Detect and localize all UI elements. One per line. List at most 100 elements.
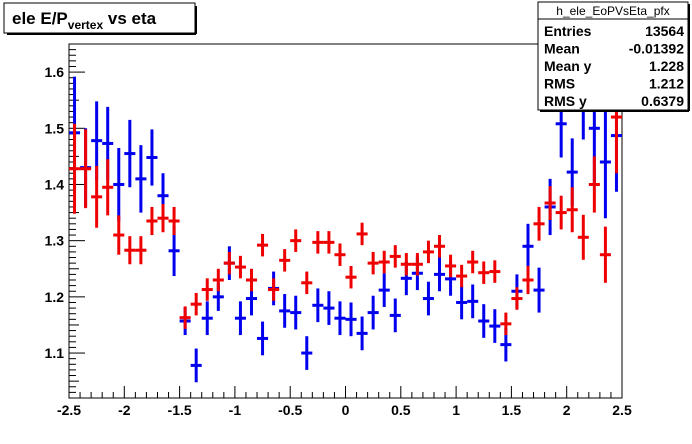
- data-point: [467, 284, 479, 319]
- x-tick-label: -0.5: [278, 402, 302, 418]
- data-point: [367, 251, 379, 275]
- data-point: [367, 295, 379, 330]
- data-point: [389, 245, 401, 268]
- data-point: [345, 302, 357, 337]
- data-point: [113, 147, 125, 221]
- x-tick-label: -2.5: [57, 402, 81, 418]
- data-point: [257, 233, 269, 257]
- stats-value: 1.228: [649, 58, 684, 74]
- data-point: [489, 309, 501, 343]
- data-point: [422, 281, 434, 316]
- y-tick-label: 1.1: [45, 345, 65, 361]
- chart-title: ele E/Pvertex vs eta: [12, 9, 157, 32]
- stats-value: 1.212: [649, 76, 684, 92]
- data-point: [555, 195, 567, 230]
- data-point: [69, 123, 81, 214]
- data-point: [533, 206, 545, 241]
- data-point: [356, 316, 368, 351]
- data-point: [544, 186, 556, 220]
- y-tick-label: 1.4: [45, 176, 65, 192]
- data-point: [80, 129, 92, 209]
- x-tick-label: 0: [342, 402, 350, 418]
- data-point: [345, 265, 357, 289]
- data-point: [533, 267, 545, 313]
- stats-value: 0.6379: [641, 93, 684, 109]
- data-point: [389, 298, 401, 333]
- data-point: [522, 265, 534, 295]
- data-point: [323, 291, 335, 325]
- data-point: [290, 229, 302, 252]
- data-point: [135, 236, 147, 265]
- stats-label: Mean: [544, 41, 580, 57]
- data-point: [588, 156, 600, 213]
- data-point: [168, 206, 180, 236]
- x-tick-label: 2.5: [612, 402, 632, 418]
- data-point: [422, 240, 434, 264]
- stats-value: 13564: [645, 23, 684, 39]
- data-point: [411, 253, 423, 276]
- data-point: [135, 145, 147, 213]
- data-point: [190, 292, 202, 316]
- data-point: [445, 254, 457, 278]
- data-point: [478, 261, 490, 284]
- data-point: [356, 222, 368, 246]
- stats-label: Mean y: [544, 58, 592, 74]
- data-point: [102, 159, 114, 216]
- data-point: [234, 301, 246, 336]
- data-point: [500, 312, 512, 336]
- x-tick-label: 0.5: [391, 402, 411, 418]
- data-point: [489, 260, 501, 283]
- data-point: [124, 119, 136, 188]
- data-point: [91, 165, 103, 228]
- x-tick-label: -1: [229, 402, 242, 418]
- stats-label: RMS: [544, 76, 575, 92]
- y-tick-label: 1.2: [45, 289, 65, 305]
- data-point: [301, 271, 313, 295]
- data-point: [301, 336, 313, 370]
- data-point: [478, 304, 490, 338]
- data-point: [268, 278, 280, 301]
- data-point: [157, 204, 169, 233]
- stats-label: RMS y: [544, 93, 587, 109]
- data-point: [378, 250, 390, 274]
- data-point: [290, 295, 302, 330]
- stats-label: Entries: [544, 23, 592, 39]
- data-point: [223, 251, 235, 275]
- y-tick-label: 1.3: [45, 233, 65, 249]
- data-point: [201, 278, 213, 301]
- x-tick-label: -2: [118, 402, 131, 418]
- data-point: [179, 306, 191, 329]
- y-axis: 1.1 1.2 1.3 1.4 1.5 1.6: [45, 43, 85, 393]
- stats-value: -0.01392: [629, 41, 684, 57]
- data-point: [599, 105, 611, 219]
- data-point: [378, 273, 390, 307]
- x-axis: -2.5 -2 -1.5 -1 -0.5 0 0.5 1 1.5 2 2.5: [57, 386, 632, 418]
- x-tick-label: -1.5: [168, 402, 192, 418]
- data-point: [190, 348, 202, 383]
- data-point: [334, 301, 346, 336]
- data-point: [522, 223, 534, 269]
- data-point: [257, 321, 269, 356]
- data-point: [433, 235, 446, 258]
- data-point: [201, 301, 213, 336]
- y-tick-label: 1.6: [45, 64, 65, 80]
- data-point: [124, 236, 136, 265]
- data-point: [599, 226, 611, 283]
- data-point: [113, 215, 125, 255]
- data-point: [467, 250, 479, 274]
- data-point: [334, 243, 346, 266]
- x-tick-label: 1: [452, 402, 460, 418]
- x-tick-label: 2: [563, 402, 571, 418]
- data-marks: [69, 60, 622, 383]
- title-box: ele E/Pvertex vs eta: [3, 2, 197, 35]
- data-point: [279, 249, 291, 272]
- stats-histogram-name: h_ele_EoPVsEta_pfx: [556, 4, 669, 18]
- data-point: [312, 231, 324, 254]
- data-point: [279, 294, 291, 328]
- data-point: [456, 285, 468, 320]
- data-point: [234, 255, 246, 279]
- data-point: [456, 264, 468, 288]
- data-point: [566, 187, 578, 233]
- x-tick-label: 1.5: [502, 402, 522, 418]
